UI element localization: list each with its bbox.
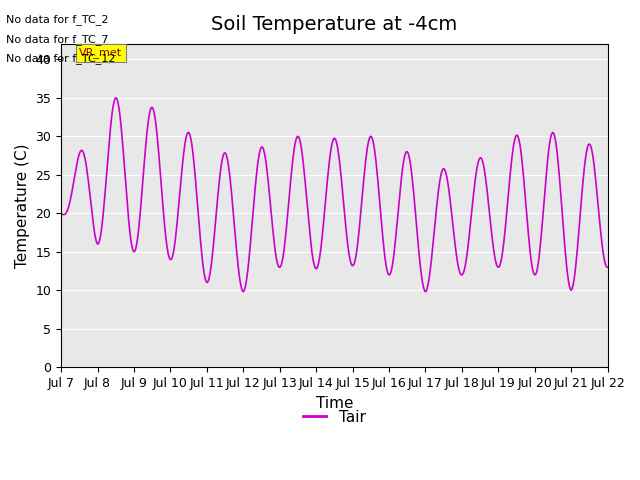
Text: No data for f_TC_7: No data for f_TC_7 — [6, 34, 109, 45]
Text: No data for f_TC_12: No data for f_TC_12 — [6, 53, 116, 64]
Text: VR_met: VR_met — [79, 48, 122, 59]
Title: Soil Temperature at -4cm: Soil Temperature at -4cm — [211, 15, 458, 34]
X-axis label: Time: Time — [316, 396, 353, 410]
Text: No data for f_TC_2: No data for f_TC_2 — [6, 14, 109, 25]
Y-axis label: Temperature (C): Temperature (C) — [15, 144, 30, 268]
Legend: Tair: Tair — [297, 404, 371, 431]
